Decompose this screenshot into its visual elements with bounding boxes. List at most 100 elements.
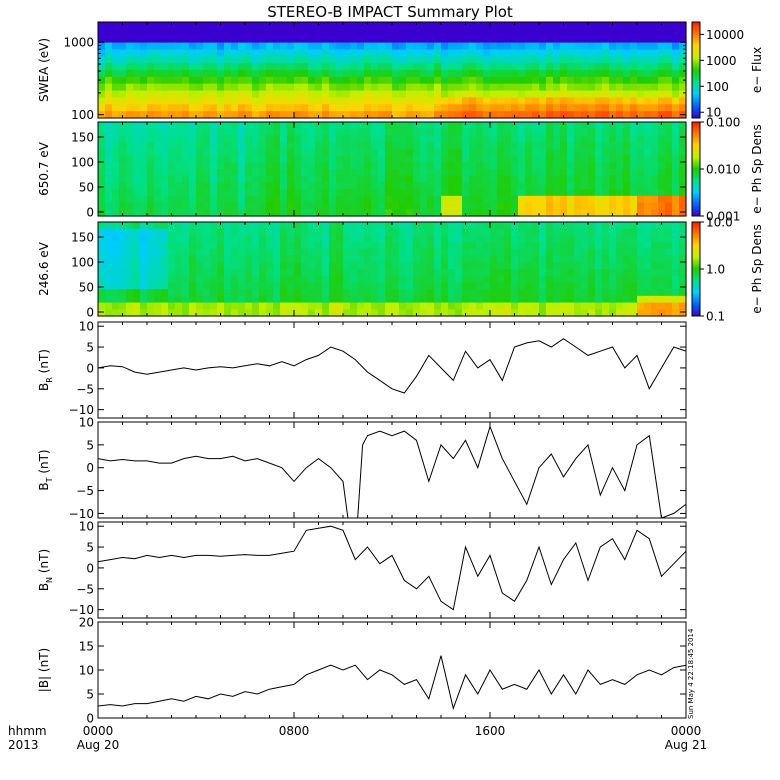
spectrogram-cell xyxy=(280,42,288,51)
spectrogram-cell xyxy=(588,289,596,297)
spectrogram-cell xyxy=(189,90,197,99)
spectrogram-cell xyxy=(406,282,414,290)
spectrogram-cell xyxy=(448,35,456,44)
spectrogram-cell xyxy=(259,269,267,277)
spectrogram-cell xyxy=(672,22,680,30)
spectrogram-cell xyxy=(224,42,232,51)
spectrogram-cell xyxy=(182,35,190,44)
spectrogram-cell xyxy=(637,148,645,157)
spectrogram-cell xyxy=(532,76,540,85)
spectrogram-cell xyxy=(679,309,687,317)
spectrogram-cell xyxy=(392,122,400,130)
spectrogram-cell xyxy=(322,128,330,137)
spectrogram-cell xyxy=(525,128,533,137)
spectrogram-cell xyxy=(378,262,386,270)
spectrogram-cell xyxy=(364,255,372,263)
spectrogram-cell xyxy=(385,90,393,99)
spectrogram-cell xyxy=(434,295,442,304)
spectrogram-cell xyxy=(609,42,617,51)
spectrogram-cell xyxy=(644,202,652,210)
y-tick-label: 0 xyxy=(86,361,94,375)
spectrogram-cell xyxy=(574,162,582,170)
spectrogram-cell xyxy=(189,289,197,297)
spectrogram-cell xyxy=(189,189,197,197)
spectrogram-cell xyxy=(154,222,162,230)
spectrogram-cell xyxy=(448,202,456,210)
spectrogram-cell xyxy=(210,262,218,270)
spectrogram-cell xyxy=(175,195,183,204)
spectrogram-cell xyxy=(364,248,372,257)
spectrogram-cell xyxy=(126,56,134,64)
spectrogram-cell xyxy=(469,282,477,290)
spectrogram-cell xyxy=(483,142,491,150)
spectrogram-cell xyxy=(147,90,155,99)
spectrogram-cell xyxy=(133,235,141,243)
spectrogram-cell xyxy=(357,128,365,137)
spectrogram-cell xyxy=(119,97,127,105)
spectrogram-cell xyxy=(651,83,659,92)
spectrogram-cell xyxy=(343,175,351,184)
spectrogram-cell xyxy=(406,49,414,57)
spectrogram-cell xyxy=(119,148,127,157)
spectrogram-cell xyxy=(497,49,505,57)
spectrogram-cell xyxy=(294,49,302,57)
spectrogram-cell xyxy=(308,248,316,257)
spectrogram-cell xyxy=(133,49,141,57)
spectrogram-cell xyxy=(420,155,428,163)
spectrogram-cell xyxy=(399,228,407,237)
spectrogram-cell xyxy=(658,222,666,230)
spectrogram-cell xyxy=(483,97,491,105)
spectrogram-cell xyxy=(658,189,666,197)
spectrogram-cell xyxy=(490,42,498,51)
spectrogram-cell xyxy=(301,104,309,112)
spectrogram-cell xyxy=(280,56,288,64)
spectrogram-cell xyxy=(609,104,617,112)
spectrogram-cell xyxy=(476,255,484,263)
spectrogram-cell xyxy=(532,97,540,105)
spectrogram-cell xyxy=(497,22,505,30)
spectrogram-cell xyxy=(357,175,365,184)
spectrogram-cell xyxy=(630,111,638,119)
spectrogram-cell xyxy=(385,63,393,71)
spectrogram-cell xyxy=(266,189,274,197)
spectrogram-cell xyxy=(476,162,484,170)
spectrogram-cell xyxy=(651,111,659,119)
spectrogram-cell xyxy=(637,155,645,163)
spectrogram-cell xyxy=(392,97,400,105)
spectrogram-cell xyxy=(518,202,526,210)
spectrogram-cell xyxy=(245,128,253,137)
spectrogram-cell xyxy=(147,302,155,310)
spectrogram-cell xyxy=(287,155,295,163)
spectrogram-cell xyxy=(231,111,239,119)
spectrogram-cell xyxy=(637,228,645,237)
spectrogram-cell xyxy=(322,135,330,143)
spectrogram-cell xyxy=(427,128,435,137)
spectrogram-cell xyxy=(238,262,246,270)
spectrogram-cell xyxy=(343,148,351,157)
spectrogram-cell xyxy=(182,122,190,130)
spectrogram-cell xyxy=(455,28,463,37)
spectrogram-cell xyxy=(126,175,134,184)
spectrogram-cell xyxy=(581,195,589,204)
spectrogram-cell xyxy=(504,162,512,170)
spectrogram-cell xyxy=(329,42,337,51)
spectrogram-cell xyxy=(266,255,274,263)
spectrogram-cell xyxy=(441,269,449,277)
spectrogram-cell xyxy=(133,148,141,157)
spectrogram-cell xyxy=(133,76,141,85)
spectrogram-cell xyxy=(490,135,498,143)
spectrogram-cell xyxy=(350,195,358,204)
spectrogram-cell xyxy=(546,242,554,250)
spectrogram-cell xyxy=(224,155,232,163)
spectrogram-cell xyxy=(301,70,309,78)
spectrogram-cell xyxy=(203,248,211,257)
spectrogram-cell xyxy=(252,63,260,71)
spectrogram-cell xyxy=(553,255,561,263)
spectrogram-cell xyxy=(553,248,561,257)
spectrogram-cell xyxy=(420,128,428,137)
spectrogram-cell xyxy=(672,148,680,157)
spectrogram-cell xyxy=(154,228,162,237)
spectrogram-cell xyxy=(238,269,246,277)
spectrogram-cell xyxy=(119,242,127,250)
spectrogram-cell xyxy=(574,142,582,150)
